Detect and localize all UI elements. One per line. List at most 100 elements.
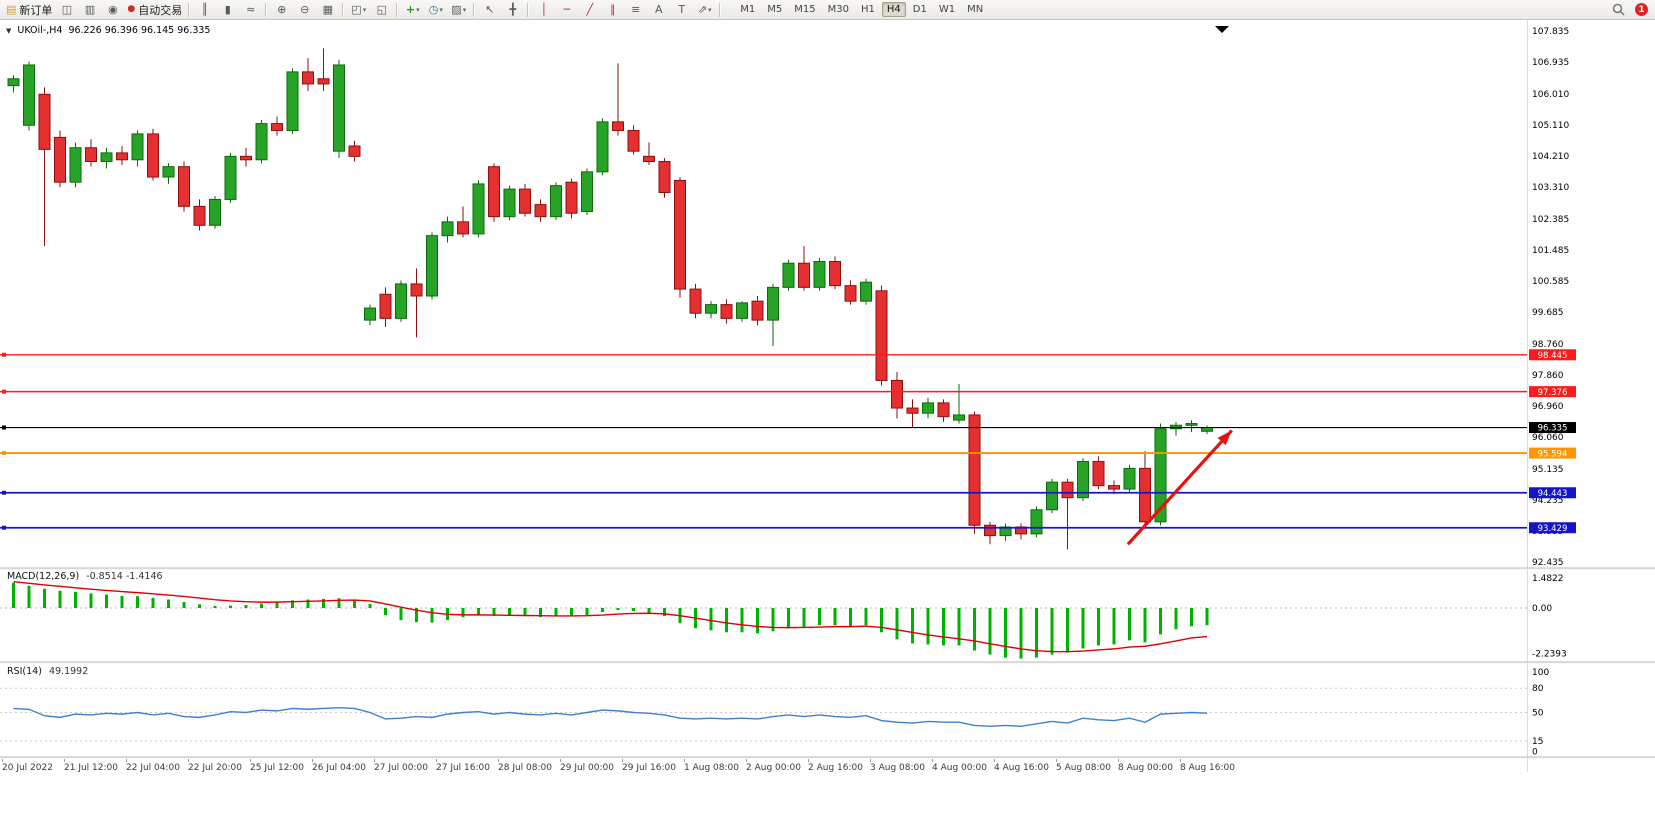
tile-windows-icon[interactable]: ▦ bbox=[317, 0, 338, 19]
candle bbox=[255, 123, 268, 161]
hline-handle[interactable] bbox=[2, 490, 6, 495]
auto-trading-button[interactable]: ● 自动交易 bbox=[125, 0, 184, 19]
time-axis-label: 4 Aug 00:00 bbox=[932, 763, 987, 773]
timeframe-d1[interactable]: D1 bbox=[912, 4, 927, 15]
vertical-line-icon[interactable]: │ bbox=[533, 0, 554, 19]
candle bbox=[705, 304, 717, 314]
toolbar-separator bbox=[527, 2, 530, 17]
symbol-dropdown-icon[interactable]: ▼ bbox=[6, 26, 12, 35]
templates-icon[interactable]: ▨ ▾ bbox=[448, 0, 469, 19]
candle bbox=[1061, 481, 1074, 499]
new-chart-icon[interactable]: ◰ ▾ bbox=[348, 0, 369, 19]
candle bbox=[813, 261, 826, 288]
candle bbox=[581, 171, 593, 213]
text-icon[interactable]: A bbox=[648, 0, 669, 19]
candlestick-chart-icon[interactable]: ▮ bbox=[217, 0, 238, 19]
trendline-icon[interactable]: ╱ bbox=[579, 0, 600, 19]
macd-axis-label: -2.2393 bbox=[1532, 649, 1567, 659]
line-chart-icon-glyph: ≈ bbox=[246, 3, 256, 16]
hline-handle[interactable] bbox=[2, 525, 6, 530]
zoom-out-icon-glyph: ⊖ bbox=[300, 3, 310, 16]
fibonacci-icon[interactable]: ≡ bbox=[625, 0, 646, 19]
bar-chart-icon[interactable]: ║ bbox=[194, 0, 215, 19]
toolbar-separator bbox=[719, 2, 722, 17]
timeframe-m5[interactable]: M5 bbox=[767, 4, 783, 15]
price-axis-label: 103.310 bbox=[1532, 183, 1569, 193]
candle bbox=[333, 64, 345, 152]
candle bbox=[147, 133, 159, 178]
candle bbox=[906, 407, 919, 414]
arrows-icon[interactable]: ⇗ ▾ bbox=[694, 0, 715, 19]
hline-handle[interactable] bbox=[2, 389, 6, 394]
macd-axis-label: 0.00 bbox=[1532, 604, 1552, 614]
price-axis-label: 97.860 bbox=[1532, 371, 1564, 381]
price-badge-98.445 bbox=[1529, 349, 1576, 361]
hline-handle[interactable] bbox=[2, 352, 6, 357]
candle bbox=[1046, 481, 1058, 511]
crosshair-icon[interactable]: ╋ bbox=[502, 0, 523, 19]
notification-badge[interactable]: 1 bbox=[1635, 3, 1648, 16]
trendline-icon-glyph: ╱ bbox=[586, 3, 594, 16]
timeframe-h1[interactable]: H1 bbox=[860, 4, 875, 15]
hline-handle[interactable] bbox=[2, 425, 6, 430]
price-badge-text: 96.335 bbox=[1538, 424, 1568, 434]
horizontal-line-icon[interactable]: ─ bbox=[556, 0, 577, 19]
market-watch-icon[interactable]: ▥ bbox=[79, 0, 100, 19]
candle bbox=[54, 136, 66, 183]
chart-profiles-icon[interactable]: ◫ bbox=[56, 0, 77, 19]
search-icon[interactable] bbox=[1608, 0, 1629, 19]
candle bbox=[348, 145, 361, 157]
candle bbox=[1139, 467, 1151, 523]
timeframe-m30[interactable]: M30 bbox=[827, 4, 849, 15]
text-label-icon[interactable]: T bbox=[671, 0, 692, 19]
zoom-in-icon[interactable]: ⊕ bbox=[271, 0, 292, 19]
candle bbox=[178, 166, 190, 207]
candle bbox=[798, 262, 810, 288]
rsi-line bbox=[13, 706, 1208, 727]
time-axis-label: 29 Jul 00:00 bbox=[560, 763, 614, 773]
dropdown-caret: ▾ bbox=[362, 5, 367, 14]
candle bbox=[612, 121, 624, 131]
timeframe-w1[interactable]: W1 bbox=[938, 4, 956, 15]
timeframe-m15[interactable]: M15 bbox=[794, 4, 816, 15]
periods-icon[interactable]: ◷ ▾ bbox=[425, 0, 446, 19]
data-window-icon[interactable]: ◉ bbox=[102, 0, 123, 19]
rsi-name: RSI(14) bbox=[7, 666, 42, 677]
candle bbox=[503, 188, 516, 218]
hline-handle[interactable] bbox=[2, 451, 6, 456]
indicators-icon[interactable]: + ▾ bbox=[402, 0, 423, 19]
price-badge-text: 94.443 bbox=[1538, 489, 1568, 499]
time-axis-label: 27 Jul 00:00 bbox=[374, 763, 428, 773]
macd-name: MACD(12,26,9) bbox=[7, 571, 80, 582]
time-axis-label: 2 Aug 00:00 bbox=[746, 763, 801, 773]
time-axis-label: 26 Jul 04:00 bbox=[312, 763, 366, 773]
chart-canvas[interactable]: 107.835 106.935 106.010 105.110 104.210 103.3… bbox=[0, 20, 1655, 819]
equidistant-channel-icon[interactable]: ∥ bbox=[602, 0, 623, 19]
trend-arrow[interactable] bbox=[1126, 429, 1233, 546]
timeframe-mn[interactable]: MN bbox=[967, 4, 984, 15]
toolbar-separator bbox=[188, 2, 191, 17]
candle bbox=[7, 78, 20, 87]
candle bbox=[69, 147, 82, 183]
trend-arrow-head[interactable] bbox=[1217, 430, 1232, 446]
candle bbox=[317, 78, 330, 85]
fibonacci-icon-glyph: ≡ bbox=[631, 3, 641, 16]
candle bbox=[984, 524, 996, 537]
candle bbox=[100, 152, 113, 163]
price-badge-text: 93.429 bbox=[1538, 524, 1568, 534]
scroll-marker-icon[interactable] bbox=[1215, 26, 1229, 33]
dropdown-caret: ▾ bbox=[462, 5, 467, 14]
candle bbox=[209, 198, 221, 226]
timeframe-m1[interactable]: M1 bbox=[740, 4, 756, 15]
price-axis-label: 106.935 bbox=[1532, 58, 1569, 68]
timeframe-h4[interactable]: H4 bbox=[881, 2, 906, 17]
rsi-axis-label: 80 bbox=[1532, 684, 1544, 694]
candle bbox=[302, 71, 314, 85]
new-order-button[interactable]: ▤ 新订单 bbox=[4, 0, 54, 19]
cursor-icon[interactable]: ↖ bbox=[479, 0, 500, 19]
zoom-out-icon[interactable]: ⊖ bbox=[294, 0, 315, 19]
line-chart-icon[interactable]: ≈ bbox=[240, 0, 261, 19]
timeframe-toolbar: M1 M5 M15 M30 H1 H4 D1 W1 MN bbox=[734, 2, 989, 17]
chart-shift-icon[interactable]: ◱ bbox=[371, 0, 392, 19]
candle bbox=[1108, 485, 1120, 490]
